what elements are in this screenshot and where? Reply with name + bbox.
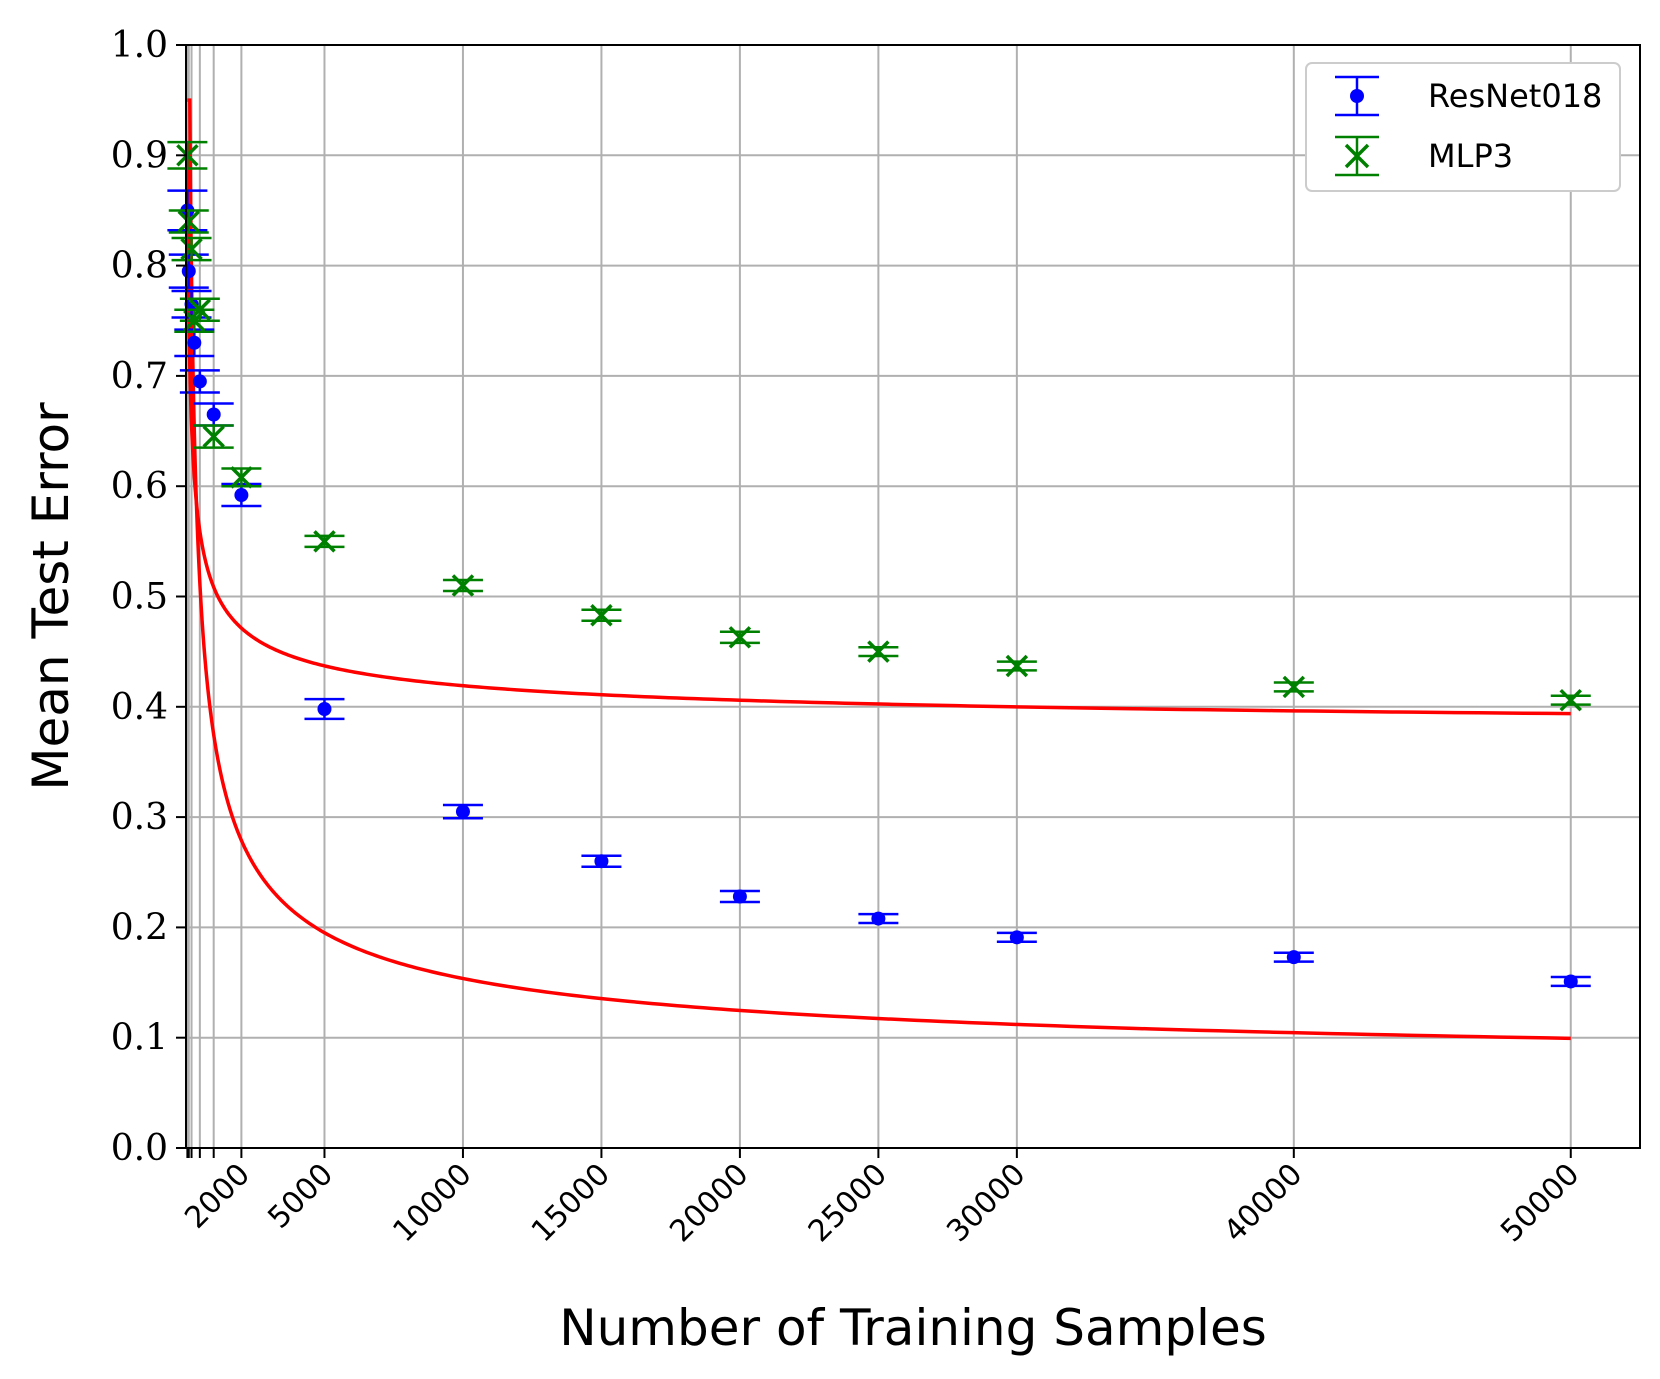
- data-point: [590, 604, 613, 627]
- data-point: [594, 854, 609, 869]
- data-point: [728, 626, 752, 649]
- data-point: [180, 237, 203, 261]
- data-point: [1005, 654, 1029, 678]
- y-tick-label: 0.2: [111, 907, 168, 948]
- y-tick-label: 0.0: [111, 1128, 168, 1169]
- fit-curves: [185, 98, 1571, 1041]
- data-point: [202, 425, 225, 448]
- legend-box: [1305, 62, 1621, 192]
- data-point: [313, 530, 336, 553]
- data-point: [1286, 950, 1301, 965]
- data-point: [234, 488, 249, 503]
- legend-item-ResNet018: ResNet018: [1335, 75, 1602, 117]
- y-tick-label: 0.4: [111, 687, 168, 728]
- data-point: [206, 407, 221, 422]
- y-tick-label: 0.3: [111, 797, 168, 838]
- data-point: [1344, 143, 1370, 169]
- fit-curve: [185, 151, 1571, 716]
- legend-label: ResNet018: [1428, 77, 1602, 115]
- data-point: [176, 144, 199, 167]
- data-point: [732, 889, 747, 904]
- data-point: [1559, 688, 1582, 712]
- y-tick-label: 0.1: [111, 1018, 168, 1059]
- data-point: [455, 804, 470, 819]
- data-point: [184, 297, 199, 312]
- data-point: [317, 702, 332, 717]
- y-tick-label: 0.6: [111, 466, 168, 507]
- data-point: [1282, 675, 1306, 699]
- y-axis-ticks: 0.0 0.1 0.2 0.3 0.4 0.5 0.6 0.7 0.8 0.9 1.0: [111, 25, 186, 1169]
- y-tick-label: 1.0: [111, 25, 168, 66]
- data-point: [192, 374, 207, 389]
- data-point: [867, 640, 890, 663]
- y-tick-label: 0.5: [111, 577, 168, 618]
- x-axis-label: Number of Training Samples: [559, 1299, 1267, 1357]
- legend: ResNet018 MLP3: [1305, 62, 1621, 192]
- data-point: [1009, 930, 1024, 945]
- fit-curve: [187, 98, 1571, 1041]
- y-tick-label: 0.8: [111, 246, 168, 287]
- data-point: [871, 911, 886, 926]
- y-axis-label: Mean Test Error: [22, 402, 80, 791]
- data-point: [187, 335, 202, 350]
- data-point: [188, 298, 212, 321]
- data-point: [230, 466, 253, 489]
- data-point: [451, 574, 475, 597]
- legend-item-MLP3: MLP3: [1335, 135, 1513, 177]
- data-point: [1350, 89, 1364, 103]
- data-point: [1563, 974, 1578, 989]
- data-point: [177, 210, 201, 233]
- legend-label: MLP3: [1428, 137, 1513, 175]
- y-tick-label: 0.7: [111, 356, 168, 397]
- y-tick-label: 0.9: [111, 135, 168, 176]
